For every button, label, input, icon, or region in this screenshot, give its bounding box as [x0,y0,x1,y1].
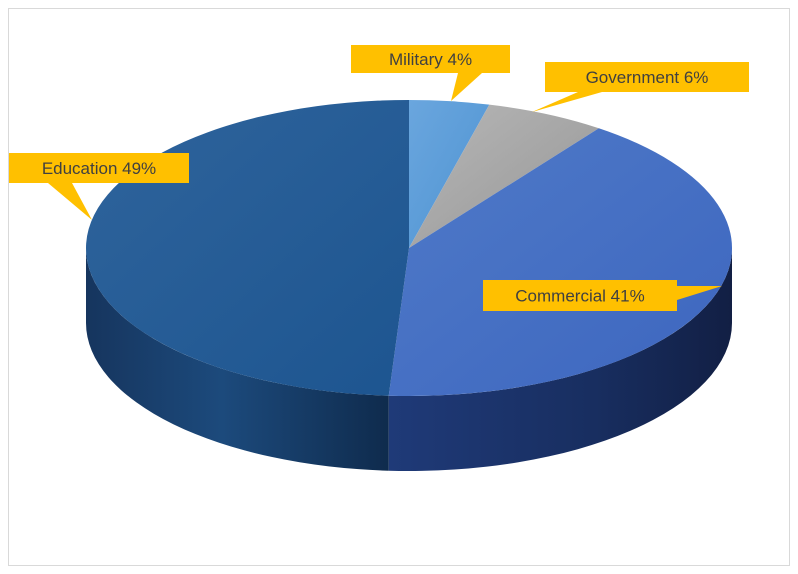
data-label-text: Military 4% [389,50,472,69]
data-label-military: Military 4% [351,45,510,101]
pie-slice-government [409,104,599,248]
pie-side-commercial [388,248,732,471]
pie-side-education [85,248,389,471]
callout-box [483,280,677,311]
data-label-text: Government 6% [586,68,709,87]
callout-box [351,45,510,73]
callout-pointer [451,73,482,101]
data-label-text: Commercial 41% [515,287,644,306]
callout-pointer [532,92,602,112]
pie-slice-commercial [388,128,732,396]
data-label-text: Education 49% [42,159,156,178]
data-label-education: Education 49% [9,153,189,220]
pie-slice-military [409,100,490,248]
callout-pointer [48,183,92,220]
data-label-commercial: Commercial 41% [483,280,722,311]
callout-box [9,153,189,183]
callout-pointer [677,286,722,300]
callout-box [545,62,749,92]
data-label-government: Government 6% [532,62,749,112]
